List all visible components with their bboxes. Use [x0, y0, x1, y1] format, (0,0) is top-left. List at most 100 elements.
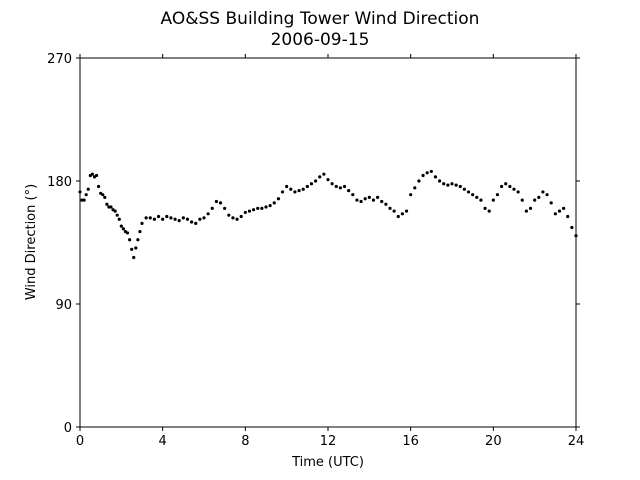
data-point — [264, 205, 268, 209]
data-point — [466, 190, 471, 194]
data-point — [148, 216, 152, 220]
data-point — [458, 184, 462, 189]
x-tick-label: 12 — [320, 434, 337, 449]
data-point — [309, 182, 314, 186]
data-point — [198, 217, 202, 221]
data-point — [272, 201, 276, 205]
y-tick-label: 270 — [47, 52, 72, 67]
data-point — [338, 186, 342, 190]
data-point — [134, 246, 138, 250]
data-point — [528, 206, 533, 210]
data-point — [491, 198, 495, 202]
data-point — [138, 229, 142, 234]
data-point — [305, 184, 309, 189]
data-point — [293, 190, 297, 194]
data-point — [297, 188, 301, 193]
data-point — [413, 186, 417, 190]
data-point — [202, 216, 206, 220]
data-point — [239, 214, 243, 219]
data-point — [322, 172, 326, 176]
data-point — [483, 206, 487, 210]
data-point — [231, 216, 235, 220]
data-point — [152, 217, 156, 221]
data-point — [512, 187, 516, 191]
data-point — [144, 216, 148, 220]
data-point — [388, 206, 392, 210]
data-point — [326, 178, 330, 182]
x-tick-label: 20 — [485, 434, 502, 449]
data-point — [105, 202, 109, 206]
data-point — [156, 214, 161, 219]
data-point — [169, 216, 173, 220]
data-point — [433, 175, 438, 179]
data-point — [185, 217, 190, 221]
data-point — [113, 209, 117, 213]
data-point — [376, 195, 380, 199]
data-point — [545, 193, 549, 197]
data-point — [533, 198, 537, 202]
data-point — [260, 206, 264, 210]
data-point — [136, 238, 140, 242]
data-point — [557, 209, 562, 213]
data-point — [342, 184, 347, 189]
x-tick-label: 0 — [76, 434, 84, 449]
x-axis-ticks: 0 4 8 12 16 20 24 — [76, 54, 584, 449]
y-tick-label: 180 — [47, 175, 72, 190]
data-point — [301, 187, 305, 191]
x-tick-label: 4 — [159, 434, 167, 449]
data-point — [103, 195, 107, 199]
data-point — [280, 190, 285, 194]
data-point — [371, 198, 376, 202]
y-tick-label: 90 — [55, 298, 72, 313]
x-tick-label: 8 — [241, 434, 249, 449]
data-point — [121, 227, 125, 231]
data-point — [165, 214, 169, 219]
data-point — [97, 184, 101, 189]
data-point — [235, 217, 239, 221]
data-point — [140, 221, 144, 225]
data-point — [214, 199, 218, 204]
data-point — [355, 198, 359, 202]
x-axis-label: Time (UTC) — [291, 455, 364, 470]
data-point — [223, 206, 227, 210]
data-point — [173, 217, 177, 221]
data-point — [318, 175, 322, 179]
data-point — [181, 216, 185, 220]
data-point — [115, 213, 119, 217]
data-point — [206, 212, 210, 216]
x-tick-label: 24 — [568, 434, 585, 449]
data-point — [363, 197, 367, 201]
data-point — [330, 182, 334, 186]
data-point — [227, 213, 231, 217]
data-point — [125, 231, 130, 235]
data-point — [479, 198, 483, 202]
data-point — [462, 187, 466, 191]
data-point — [218, 201, 223, 205]
data-point — [537, 195, 541, 199]
data-point — [549, 201, 553, 205]
chart-title: AO&SS Building Tower Wind Direction — [161, 9, 480, 29]
data-point — [454, 183, 458, 187]
data-point — [210, 206, 214, 210]
data-point — [285, 184, 289, 189]
data-point — [392, 209, 396, 213]
data-point — [442, 182, 446, 186]
data-point — [334, 184, 338, 189]
data-point — [396, 214, 400, 219]
data-point — [190, 220, 194, 224]
data-point — [132, 255, 136, 260]
y-axis-ticks: 0 90 180 270 — [47, 52, 580, 436]
data-point — [256, 206, 260, 210]
data-point — [553, 212, 557, 216]
data-point — [429, 169, 433, 174]
y-axis-label: Wind Direction (°) — [24, 184, 39, 300]
data-point — [84, 193, 88, 197]
data-point — [516, 190, 520, 194]
x-tick-label: 16 — [402, 434, 419, 449]
data-point — [314, 179, 318, 183]
data-point — [417, 179, 421, 183]
data-point — [86, 187, 90, 191]
data-point — [425, 171, 429, 175]
data-point — [421, 173, 425, 178]
data-point — [400, 212, 404, 216]
